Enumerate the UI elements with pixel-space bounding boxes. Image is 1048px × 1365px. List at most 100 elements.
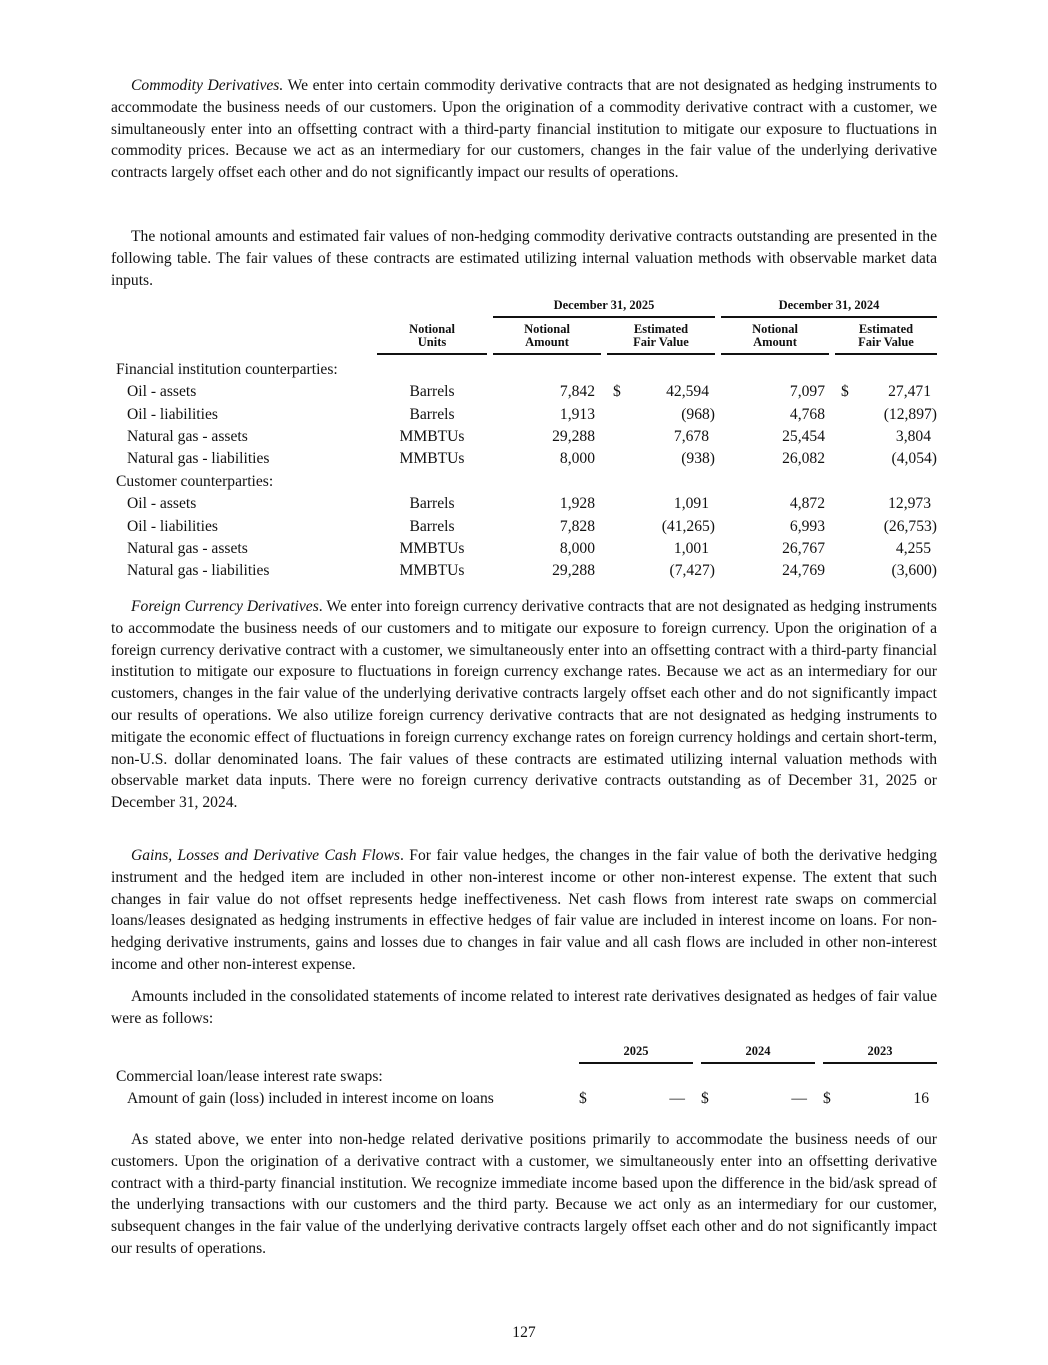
value: (26,753) — [883, 517, 937, 535]
paragraph-lead: Gains, Losses and Derivative Cash Flows — [131, 847, 401, 864]
fair-value-cell: (4,054) — [835, 448, 937, 470]
row-label: Natural gas - liabilities — [127, 562, 270, 580]
fair-value-cell: (7,427) — [607, 560, 715, 582]
column-header: Amount — [525, 335, 569, 349]
notional-amount-cell: 24,769 — [782, 562, 825, 580]
group-row: Financial institution counterparties: — [111, 355, 937, 381]
value: 4,255 — [895, 539, 931, 557]
paragraph-text: . For fair value hedges, the changes in … — [111, 847, 937, 973]
year-header: 2023 — [823, 1044, 937, 1064]
currency-symbol: $ — [701, 1090, 709, 1108]
foreign-currency-paragraph: Foreign Currency Derivatives. We enter i… — [111, 596, 937, 814]
value: 1,001 — [673, 539, 709, 557]
units-cell: Barrels — [409, 495, 455, 513]
column-header: Notional — [524, 321, 570, 336]
paragraph-text: We enter into certain commodity derivati… — [111, 77, 937, 182]
notional-amount-cell: 29,288 — [552, 427, 595, 445]
units-cell: MMBTUs — [399, 427, 465, 445]
fair-value-cell: 1,001 — [607, 538, 715, 560]
notional-paragraph: The notional amounts and estimated fair … — [111, 226, 937, 291]
hedge-table: 2025 2024 2023 Commercial loan/lease int… — [111, 1044, 937, 1110]
value-cell: — — [791, 1090, 807, 1108]
table-row: Natural gas - liabilities MMBTUs 8,000 (938… — [111, 448, 937, 470]
units-cell: MMBTUs — [399, 450, 465, 468]
commodity-derivatives-paragraph: Commodity Derivatives. We enter into cer… — [111, 75, 937, 184]
notional-amount-cell: 1,913 — [559, 405, 595, 423]
notional-amount-cell: 7,097 — [789, 383, 825, 401]
units-cell: Barrels — [409, 517, 455, 535]
notional-amount-cell: 29,288 — [552, 562, 595, 580]
column-header: Amount — [753, 335, 797, 349]
row-label: Natural gas - liabilities — [127, 450, 270, 468]
table-row: Natural gas - assets MMBTUs 29,288 7,678 25,… — [111, 426, 937, 448]
currency-symbol: $ — [823, 1090, 831, 1108]
table-row: Oil - liabilities Barrels 1,913 (968) 4,768 (… — [111, 403, 937, 425]
value-cell: — — [669, 1090, 685, 1108]
fair-value-cell: 12,973 — [835, 493, 937, 515]
paragraph-lead: Foreign Currency Derivatives — [131, 598, 319, 615]
group-label: Financial institution counterparties: — [116, 360, 338, 378]
gains-losses-paragraph: Gains, Losses and Derivative Cash Flows.… — [111, 845, 937, 976]
value: (41,265) — [661, 517, 715, 535]
units-cell: MMBTUs — [399, 562, 465, 580]
units-cell: MMBTUs — [399, 539, 465, 557]
paragraph-text: Amounts included in the consolidated sta… — [111, 988, 937, 1027]
value: 12,973 — [888, 495, 931, 513]
column-header: Notional — [752, 321, 798, 336]
units-cell: Barrels — [409, 383, 455, 401]
row-label: Natural gas - assets — [127, 539, 248, 557]
column-header: Units — [417, 335, 447, 349]
group-label: Commercial loan/lease interest rate swap… — [116, 1067, 383, 1085]
fair-value-cell: 1,091 — [607, 493, 715, 515]
currency-symbol: $ — [579, 1090, 587, 1108]
units-cell: Barrels — [409, 405, 455, 423]
notional-amount-cell: 8,000 — [559, 539, 595, 557]
value: 3,804 — [895, 427, 931, 445]
fair-value-cell: 4,255 — [835, 538, 937, 560]
notional-amount-cell: 7,842 — [559, 383, 595, 401]
group-row: Customer counterparties: — [111, 470, 937, 492]
table-row: Natural gas - assets MMBTUs 8,000 1,001 26,7… — [111, 538, 937, 560]
fair-value-cell: (41,265) — [607, 515, 715, 537]
group-label: Customer counterparties: — [116, 472, 274, 490]
paragraph-text: As stated above, we enter into non-hedge… — [111, 1131, 937, 1257]
notional-amount-cell: 6,993 — [789, 517, 825, 535]
value: 42,594 — [666, 383, 709, 401]
value: (12,897) — [883, 405, 937, 423]
fair-value-cell: (26,753) — [835, 515, 937, 537]
value: (4,054) — [891, 450, 937, 468]
notional-amount-cell: 25,454 — [782, 427, 825, 445]
period-header: December 31, 2025 — [493, 298, 715, 318]
value-cell: 16 — [913, 1090, 929, 1108]
column-header: Estimated — [633, 321, 689, 336]
row-label: Amount of gain (loss) included in intere… — [127, 1090, 494, 1108]
notional-amount-cell: 8,000 — [559, 450, 595, 468]
row-label: Oil - liabilities — [127, 517, 218, 535]
value: 7,678 — [673, 427, 709, 445]
value: 27,471 — [888, 383, 931, 401]
period-header: December 31, 2024 — [721, 298, 937, 318]
value: (968) — [681, 405, 715, 423]
paragraph-lead: Commodity Derivatives. — [131, 77, 284, 94]
column-header: Fair Value — [858, 335, 914, 349]
page-number: 127 — [512, 1324, 536, 1341]
currency-symbol: $ — [613, 383, 621, 401]
notional-amount-cell: 4,768 — [789, 405, 825, 423]
fair-value-cell: 3,804 — [835, 426, 937, 448]
year-header: 2024 — [701, 1044, 815, 1064]
notional-amount-cell: 7,828 — [559, 517, 595, 535]
row-label: Natural gas - assets — [127, 427, 248, 445]
notional-amount-cell: 4,872 — [789, 495, 825, 513]
table-row: Oil - assets Barrels 1,928 1,091 4,872 12,973 — [111, 493, 937, 515]
value: (7,427) — [669, 562, 715, 580]
notional-amount-cell: 26,082 — [782, 450, 825, 468]
notional-amount-cell: 1,928 — [559, 495, 595, 513]
paragraph-text: . We enter into foreign currency derivat… — [111, 598, 937, 812]
value: 1,091 — [673, 495, 709, 513]
column-header: Fair Value — [633, 335, 689, 349]
row-label: Oil - assets — [127, 495, 197, 513]
fair-value-cell: $42,594 — [607, 381, 715, 403]
fair-value-cell: (968) — [607, 403, 715, 425]
table-row: Oil - assets Barrels 7,842 $42,594 7,097 $27,… — [111, 381, 937, 403]
row-label: Oil - liabilities — [127, 405, 218, 423]
